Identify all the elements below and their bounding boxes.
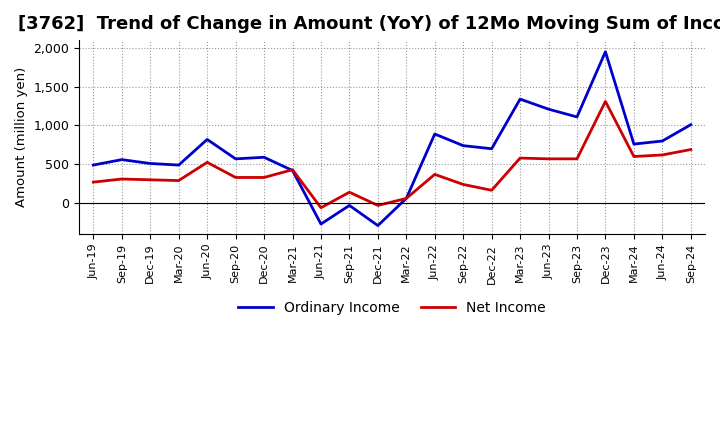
Ordinary Income bbox=[431, 132, 439, 137]
Net Income bbox=[146, 177, 155, 183]
Line: Ordinary Income: Ordinary Income bbox=[94, 52, 690, 226]
Net Income bbox=[544, 156, 553, 161]
Ordinary Income bbox=[629, 142, 638, 147]
Net Income bbox=[374, 203, 382, 208]
Net Income bbox=[629, 154, 638, 159]
Net Income bbox=[459, 182, 467, 187]
Ordinary Income bbox=[544, 106, 553, 112]
Net Income bbox=[288, 167, 297, 172]
Ordinary Income bbox=[203, 137, 212, 142]
Net Income bbox=[402, 196, 410, 201]
Ordinary Income bbox=[89, 162, 98, 168]
Net Income bbox=[487, 187, 496, 193]
Y-axis label: Amount (million yen): Amount (million yen) bbox=[15, 67, 28, 207]
Ordinary Income bbox=[487, 146, 496, 151]
Net Income bbox=[231, 175, 240, 180]
Net Income bbox=[516, 155, 524, 161]
Ordinary Income bbox=[402, 196, 410, 201]
Ordinary Income bbox=[288, 168, 297, 173]
Ordinary Income bbox=[658, 138, 667, 143]
Ordinary Income bbox=[146, 161, 155, 166]
Ordinary Income bbox=[516, 96, 524, 102]
Net Income bbox=[345, 190, 354, 195]
Net Income bbox=[117, 176, 126, 182]
Ordinary Income bbox=[231, 156, 240, 161]
Net Income bbox=[686, 147, 695, 152]
Ordinary Income bbox=[117, 157, 126, 162]
Net Income bbox=[572, 156, 581, 161]
Net Income bbox=[601, 99, 610, 104]
Title: [3762]  Trend of Change in Amount (YoY) of 12Mo Moving Sum of Incomes: [3762] Trend of Change in Amount (YoY) o… bbox=[17, 15, 720, 33]
Line: Net Income: Net Income bbox=[94, 101, 690, 208]
Ordinary Income bbox=[686, 122, 695, 127]
Ordinary Income bbox=[174, 162, 183, 168]
Ordinary Income bbox=[260, 154, 269, 160]
Net Income bbox=[317, 205, 325, 210]
Ordinary Income bbox=[601, 49, 610, 55]
Ordinary Income bbox=[572, 114, 581, 120]
Net Income bbox=[203, 160, 212, 165]
Net Income bbox=[658, 152, 667, 158]
Legend: Ordinary Income, Net Income: Ordinary Income, Net Income bbox=[233, 295, 552, 320]
Ordinary Income bbox=[459, 143, 467, 148]
Ordinary Income bbox=[374, 223, 382, 228]
Ordinary Income bbox=[345, 203, 354, 208]
Net Income bbox=[174, 178, 183, 183]
Ordinary Income bbox=[317, 221, 325, 227]
Net Income bbox=[431, 172, 439, 177]
Net Income bbox=[260, 175, 269, 180]
Net Income bbox=[89, 180, 98, 185]
